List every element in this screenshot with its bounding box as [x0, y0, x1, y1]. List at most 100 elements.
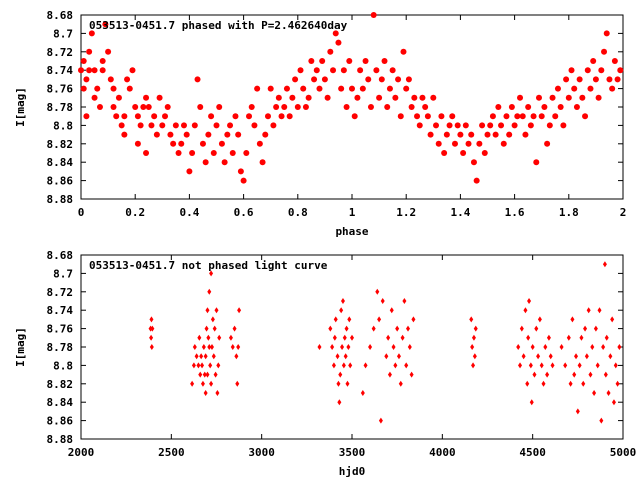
data-point	[527, 298, 532, 304]
data-point	[273, 104, 280, 110]
data-point	[132, 104, 139, 110]
data-point	[212, 325, 217, 332]
data-point	[393, 362, 398, 369]
data-point	[240, 177, 247, 184]
data-point	[583, 325, 588, 332]
data-point	[530, 344, 535, 350]
x-tick-label: 1.2	[396, 206, 416, 219]
data-point	[405, 76, 412, 83]
data-point	[590, 344, 595, 350]
x-tick-label: 0.2	[125, 206, 145, 219]
data-point	[587, 85, 594, 92]
data-point	[543, 344, 548, 350]
data-point	[194, 76, 201, 83]
data-point	[443, 131, 450, 138]
data-point	[610, 316, 615, 323]
data-point	[563, 76, 570, 83]
data-point	[568, 67, 575, 74]
data-point	[321, 76, 328, 83]
x-tick-label: 0.4	[179, 206, 199, 219]
data-point	[278, 113, 285, 120]
axis-ticks: 0 0.2 0.4 0.6 0.8 1 1.2 1.4 1.6 1.8 2 8.68 8.7 8.72 8.…	[47, 9, 627, 219]
data-point	[400, 48, 407, 55]
data-point	[584, 67, 591, 74]
data-point	[576, 76, 583, 83]
data-point	[498, 122, 505, 129]
data-point	[330, 344, 335, 350]
data-point	[340, 67, 347, 74]
x-tick-label: 1.4	[450, 206, 470, 219]
data-point	[216, 362, 221, 369]
data-point	[124, 76, 131, 83]
data-point	[205, 371, 210, 378]
data-point	[213, 371, 218, 378]
data-point	[194, 353, 199, 360]
data-point	[438, 113, 445, 120]
data-point	[302, 104, 309, 110]
data-point	[331, 362, 336, 369]
y-tick-label: 8.82	[47, 138, 74, 151]
data-point	[441, 150, 448, 156]
data-point	[517, 94, 524, 101]
data-point	[472, 353, 477, 360]
data-point	[545, 371, 550, 378]
data-point	[170, 140, 177, 147]
data-point	[110, 104, 117, 110]
y-tick-label: 8.76	[47, 83, 74, 96]
data-point	[506, 131, 513, 138]
data-point	[211, 353, 216, 360]
data-point	[267, 85, 274, 92]
data-point	[189, 150, 196, 156]
data-point	[552, 113, 559, 120]
data-point	[527, 122, 534, 129]
data-point	[308, 58, 315, 64]
data-point	[381, 58, 388, 64]
data-point	[451, 140, 458, 147]
data-point	[449, 113, 456, 120]
data-point	[614, 76, 621, 83]
data-point	[167, 131, 174, 138]
data-point	[611, 399, 616, 406]
data-point	[156, 94, 163, 101]
data-point	[508, 104, 515, 110]
data-point	[148, 122, 155, 129]
data-point	[337, 399, 342, 406]
data-point	[198, 371, 203, 378]
data-point	[581, 380, 586, 387]
data-point	[227, 122, 234, 129]
data-point	[604, 334, 609, 341]
data-point	[121, 131, 128, 138]
data-point	[145, 104, 152, 110]
data-point	[203, 390, 208, 396]
data-point	[151, 113, 158, 120]
data-point	[367, 104, 374, 110]
data-point	[386, 85, 393, 92]
data-point	[229, 150, 236, 156]
data-point	[236, 344, 241, 350]
x-tick-label: 5000	[610, 446, 637, 459]
data-point	[237, 307, 242, 314]
data-point	[316, 85, 323, 92]
data-point	[611, 58, 618, 64]
y-tick-label: 8.88	[47, 193, 74, 206]
data-point	[422, 104, 429, 110]
data-point	[214, 307, 219, 314]
data-point	[345, 380, 350, 387]
data-point	[340, 344, 345, 350]
data-point	[208, 362, 213, 369]
data-point	[592, 76, 599, 83]
data-point	[419, 94, 426, 101]
data-point	[368, 344, 373, 350]
data-point	[203, 353, 208, 360]
data-point	[603, 30, 610, 37]
data-point	[110, 85, 117, 92]
data-point	[134, 140, 141, 147]
data-point	[327, 48, 334, 55]
data-point	[340, 298, 345, 304]
data-point	[205, 131, 212, 138]
data-point	[259, 159, 266, 166]
data-point	[387, 371, 392, 378]
data-point	[471, 334, 476, 341]
data-point	[602, 261, 607, 268]
